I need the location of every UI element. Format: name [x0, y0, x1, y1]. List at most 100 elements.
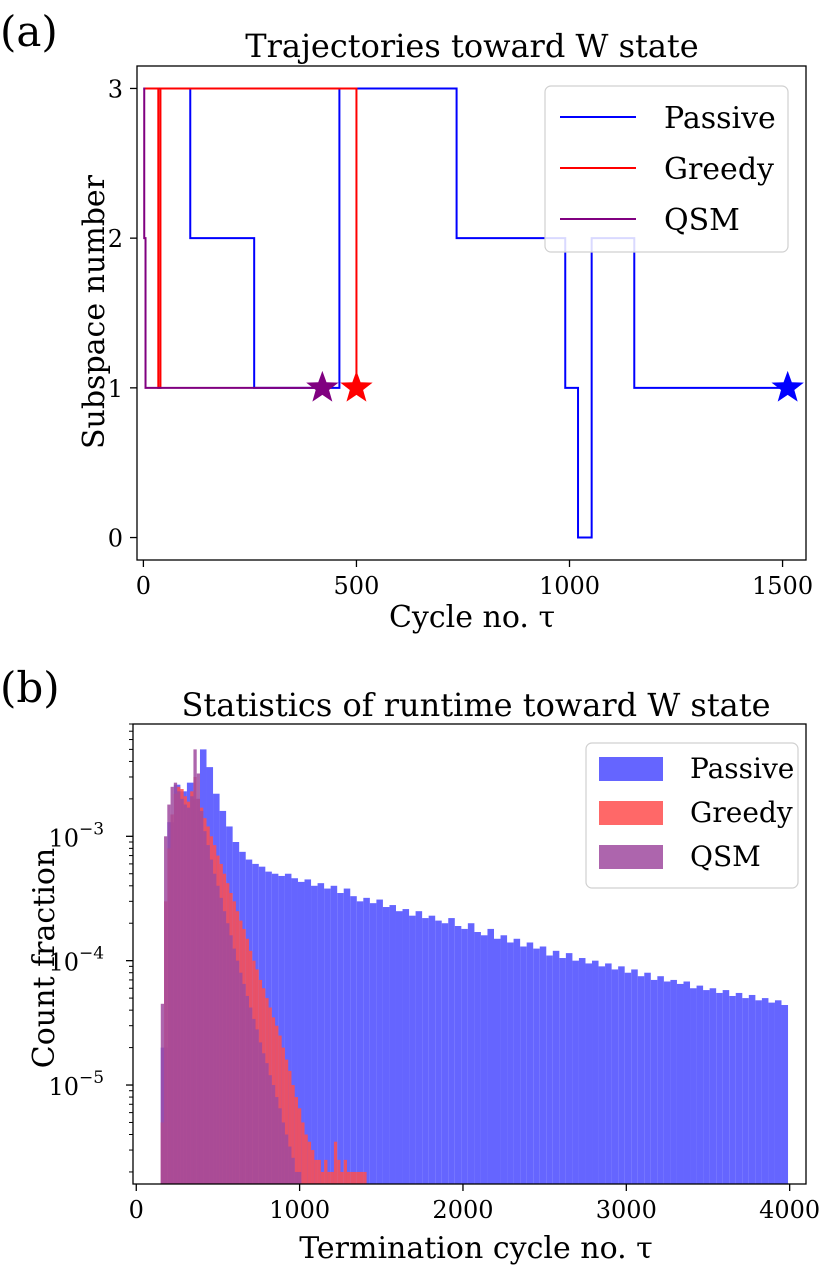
hist-bar-qsm [239, 972, 243, 1184]
hist-bar-passive [781, 1005, 789, 1184]
hist-bar-qsm [216, 885, 220, 1184]
hist-bar-greedy [301, 1122, 305, 1184]
hist-bar-greedy [343, 1159, 347, 1184]
legend-label-passive: Passive [690, 752, 794, 785]
hist-bar-qsm [232, 948, 236, 1184]
hist-bar-qsm [229, 935, 233, 1184]
hist-bar-passive [585, 963, 593, 1184]
hist-bar-passive [774, 1000, 782, 1184]
hist-bar-passive [500, 935, 508, 1184]
hist-bar-qsm [281, 1122, 285, 1184]
hist-bar-passive [389, 905, 396, 1184]
legend-label-qsm: QSM [690, 840, 761, 873]
x-tick-label: 4000 [759, 1196, 820, 1224]
hist-bar-passive [494, 938, 501, 1184]
hist-bar-qsm [255, 1029, 259, 1184]
hist-bar-greedy [320, 1171, 325, 1184]
hist-bar-passive [507, 942, 514, 1184]
hist-bar-qsm [248, 1007, 253, 1184]
hist-bar-passive [363, 897, 370, 1184]
chart-a-frame [136, 65, 807, 561]
hist-bar-passive [402, 909, 410, 1184]
y-tick-label: 1 [108, 375, 123, 403]
x-tick-label: 3000 [596, 1196, 657, 1224]
hist-bar-greedy [314, 1159, 318, 1184]
panel-a-label: (a) [0, 7, 58, 56]
hist-bar-passive [637, 976, 645, 1184]
hist-bar-qsm [186, 807, 191, 1184]
hist-bar-passive [572, 960, 579, 1184]
y-tick-label: 0 [108, 525, 123, 553]
x-tick-label: 1000 [539, 572, 600, 600]
hist-bar-greedy [281, 1047, 285, 1184]
y-tick-label: 10 [48, 824, 79, 852]
hist-bar-qsm [258, 1042, 263, 1184]
legend-label-greedy: Greedy [690, 796, 793, 829]
x-tick-label: 2000 [432, 1196, 493, 1224]
hist-bar-greedy [330, 1171, 334, 1184]
hist-bar-passive [768, 1002, 775, 1184]
chart-a-axes: 0 500 1000 1500 0 1 2 3 [108, 65, 813, 600]
hist-bar-greedy [284, 1059, 289, 1184]
hist-bar-passive [304, 879, 312, 1184]
hist-bar-passive [422, 918, 429, 1184]
x-tick-label: 0 [136, 572, 151, 600]
y-tick-label: 2 [108, 225, 123, 253]
hist-bar-qsm [275, 1097, 279, 1184]
hist-bar-passive [467, 923, 475, 1184]
hist-bar-passive [722, 990, 730, 1184]
hist-bar-qsm [190, 796, 194, 1184]
chart-a-ylabel: Subspace number [77, 174, 112, 449]
hist-bar-greedy [346, 1171, 351, 1184]
end-star-passive [771, 370, 804, 402]
chart-a-legend: Passive Greedy QSM [544, 85, 789, 253]
hist-bar-passive [448, 918, 455, 1184]
chart-b-xlabel: Termination cycle no. τ [299, 1231, 653, 1266]
chart-b-plot-area [160, 749, 789, 1184]
hist-bar-passive [624, 972, 632, 1184]
chart-b-legend: Passive Greedy QSM [585, 742, 799, 889]
hist-bar-qsm [278, 1108, 282, 1184]
hist-bar-passive [742, 998, 749, 1184]
hist-bar-qsm [203, 831, 207, 1184]
hist-bar-passive [480, 935, 488, 1184]
series-line-qsm [143, 87, 323, 389]
hist-bar-qsm [284, 1134, 289, 1184]
hist-bar-passive [526, 942, 534, 1184]
end-star-greedy [340, 370, 373, 402]
hist-bar-qsm [288, 1146, 292, 1184]
hist-bar-greedy [291, 1085, 295, 1184]
hist-bar-qsm [209, 859, 214, 1184]
hist-bar-qsm [268, 1075, 272, 1184]
hist-bar-qsm [245, 995, 249, 1184]
hist-bar-passive [592, 960, 599, 1184]
hist-bar-passive [369, 903, 377, 1184]
hist-bar-passive [552, 950, 560, 1184]
hist-bar-passive [559, 958, 566, 1184]
end-star-qsm [306, 370, 339, 402]
hist-bar-passive [376, 899, 383, 1184]
hist-bar-greedy [297, 1108, 302, 1184]
hist-bar-greedy [327, 1171, 331, 1184]
hist-bar-passive [618, 966, 625, 1184]
hist-bar-passive [297, 881, 305, 1184]
hist-bar-passive [513, 938, 521, 1184]
hist-bar-passive [435, 920, 442, 1184]
y-tick-exponent: −4 [79, 944, 104, 964]
hist-bar-greedy [294, 1097, 298, 1184]
y-tick-label: 10 [48, 949, 79, 977]
hist-bar-qsm [265, 1063, 269, 1184]
hist-bar-greedy [317, 1159, 321, 1184]
hist-bar-passive [696, 985, 704, 1184]
chart-b-ylabel: Count fraction [27, 848, 62, 1068]
hist-bar-qsm [222, 911, 227, 1184]
hist-bar-passive [644, 972, 651, 1184]
hist-bar-greedy [340, 1171, 344, 1184]
y-tick-label: 10 [48, 1073, 79, 1101]
hist-bar-qsm [252, 1018, 256, 1184]
hist-bar-greedy [356, 1171, 361, 1184]
hist-bar-passive [533, 948, 540, 1184]
hist-bar-qsm [193, 749, 197, 1184]
hist-bar-passive [415, 911, 423, 1184]
